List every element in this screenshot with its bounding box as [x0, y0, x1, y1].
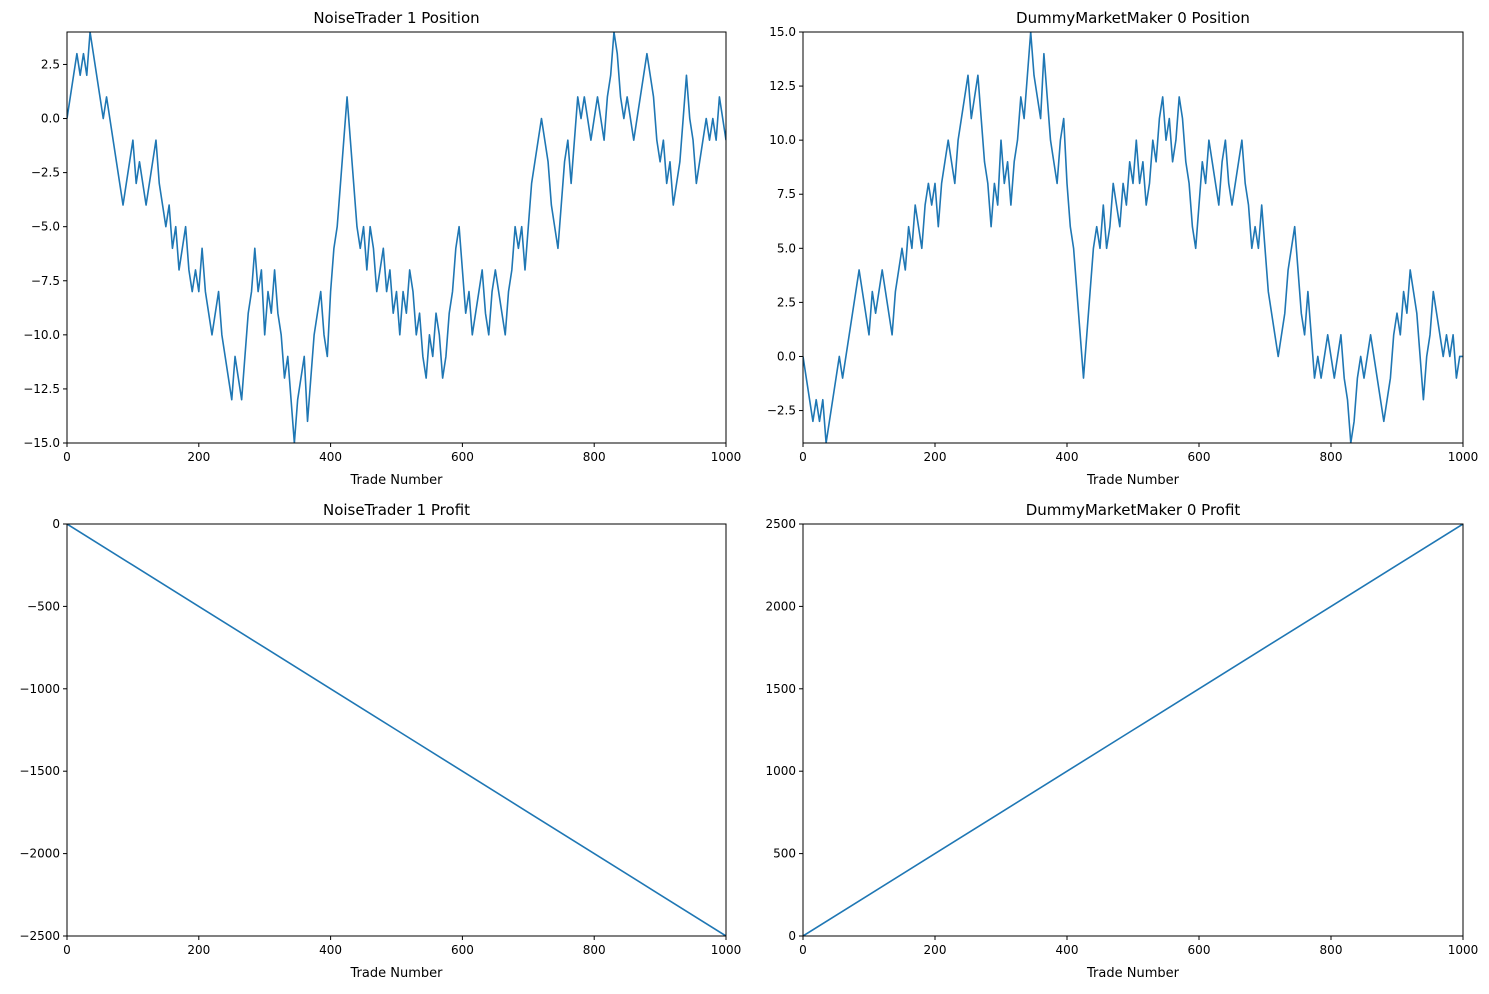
x-tick-label: 800 [1320, 450, 1343, 464]
y-tick-label: 1500 [765, 682, 796, 696]
x-tick-label: 200 [924, 450, 947, 464]
axes-frame [66, 31, 727, 444]
x-tick-label: 400 [1056, 450, 1079, 464]
y-tick-label: −500 [27, 599, 60, 613]
y-tick-label: 5.0 [777, 241, 796, 255]
panel-marketmaker-position: DummyMarketMaker 0 Position 0 200 400 600 80… [767, 9, 1478, 488]
plot-area [67, 524, 726, 936]
x-tick-label: 1000 [711, 450, 742, 464]
series-line [67, 524, 726, 936]
x-tick-label: 600 [1188, 450, 1211, 464]
y-tick-label: 10.0 [769, 133, 796, 147]
y-tick-label: 0 [52, 517, 60, 531]
x-tick-label: 200 [187, 450, 210, 464]
y-tick-label: −1500 [19, 764, 60, 778]
y-tick-label: 2.5 [41, 57, 60, 71]
y-tick-label: 0.0 [41, 112, 60, 126]
x-tick-label: 400 [319, 450, 342, 464]
plot-area [803, 32, 1463, 443]
y-tick-label: 15.0 [769, 25, 796, 39]
y-tick-label: −15.0 [23, 436, 60, 450]
chart-title: DummyMarketMaker 0 Position [1016, 9, 1250, 27]
x-axis-ticks: 0 200 400 600 800 1000 [63, 936, 741, 957]
x-tick-label: 200 [187, 943, 210, 957]
y-tick-label: −12.5 [23, 382, 60, 396]
x-axis-label: Trade Number [350, 473, 444, 488]
x-tick-label: 400 [1056, 943, 1079, 957]
plot-area [803, 524, 1463, 936]
y-axis-ticks: −15.0 −12.5 −10.0 −7.5 −5.0 −2.5 0.0 2.5 [23, 57, 67, 450]
x-tick-label: 600 [451, 943, 474, 957]
x-tick-label: 400 [319, 943, 342, 957]
y-tick-label: −1000 [19, 682, 60, 696]
y-tick-label: 1000 [765, 764, 796, 778]
y-axis-ticks: −2500 −2000 −1500 −1000 −500 0 [19, 517, 67, 943]
chart-title: NoiseTrader 1 Position [313, 9, 479, 27]
x-axis-ticks: 0 200 400 600 800 1000 [799, 443, 1478, 464]
y-tick-label: 2.5 [777, 295, 796, 309]
series-line [67, 32, 726, 443]
y-tick-label: 500 [773, 847, 796, 861]
axes-frame [66, 523, 727, 937]
y-tick-label: −5.0 [31, 220, 60, 234]
y-tick-label: 7.5 [777, 187, 796, 201]
x-tick-label: 1000 [1448, 450, 1479, 464]
x-tick-label: 800 [583, 943, 606, 957]
series-line [803, 32, 1463, 443]
x-tick-label: 800 [583, 450, 606, 464]
y-tick-label: 0 [788, 929, 796, 943]
x-axis-label: Trade Number [350, 966, 444, 981]
y-tick-label: −2.5 [31, 166, 60, 180]
x-axis-label: Trade Number [1086, 473, 1180, 488]
x-tick-label: 1000 [1448, 943, 1479, 957]
panel-noisetrader-profit: NoiseTrader 1 Profit 0 200 400 600 800 1000 −… [19, 501, 741, 981]
y-tick-label: −2000 [19, 847, 60, 861]
x-tick-label: 0 [799, 943, 807, 957]
y-tick-label: 0.0 [777, 349, 796, 363]
x-tick-label: 800 [1320, 943, 1343, 957]
x-tick-label: 600 [451, 450, 474, 464]
series-line [803, 524, 1463, 936]
x-tick-label: 600 [1188, 943, 1211, 957]
axes-frame [802, 523, 1464, 937]
axes-frame [802, 31, 1464, 444]
x-tick-label: 0 [799, 450, 807, 464]
x-axis-ticks: 0 200 400 600 800 1000 [63, 443, 741, 464]
panel-noisetrader-position: NoiseTrader 1 Position 0 200 400 600 800 1000… [23, 9, 741, 488]
x-tick-label: 1000 [711, 943, 742, 957]
y-tick-label: 12.5 [769, 79, 796, 93]
y-axis-ticks: −2.5 0.0 2.5 5.0 7.5 10.0 12.5 15.0 [767, 25, 803, 418]
chart-title: DummyMarketMaker 0 Profit [1026, 501, 1241, 519]
x-axis-label: Trade Number [1086, 966, 1180, 981]
chart-title: NoiseTrader 1 Profit [323, 501, 470, 519]
y-tick-label: 2000 [765, 599, 796, 613]
y-tick-label: −10.0 [23, 328, 60, 342]
y-tick-label: −2500 [19, 929, 60, 943]
x-axis-ticks: 0 200 400 600 800 1000 [799, 936, 1478, 957]
y-tick-label: −2.5 [767, 404, 796, 418]
plot-area [67, 32, 726, 443]
panel-marketmaker-profit: DummyMarketMaker 0 Profit 0 200 400 600 800 1… [765, 501, 1478, 981]
y-tick-label: 2500 [765, 517, 796, 531]
x-tick-label: 0 [63, 450, 71, 464]
y-axis-ticks: 0 500 1000 1500 2000 2500 [765, 517, 803, 943]
x-tick-label: 0 [63, 943, 71, 957]
y-tick-label: −7.5 [31, 274, 60, 288]
x-tick-label: 200 [924, 943, 947, 957]
